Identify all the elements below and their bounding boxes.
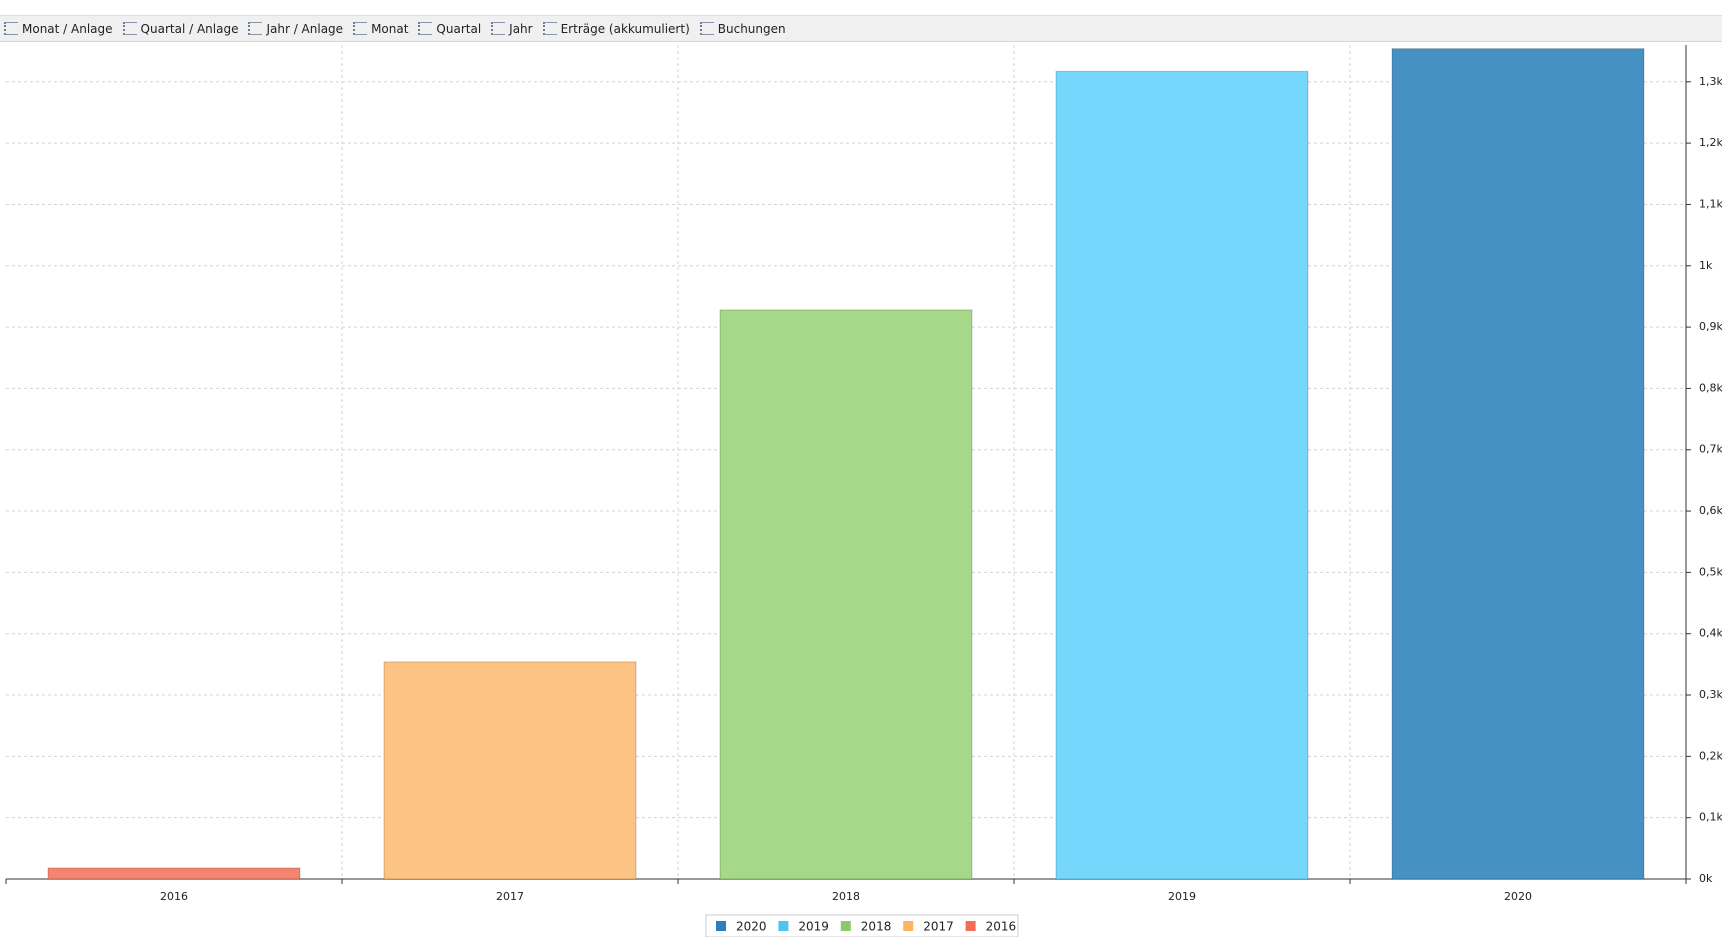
- x-tick-label: 2018: [832, 890, 860, 903]
- y-tick-label: 1,1k: [1699, 197, 1722, 210]
- y-tick-label: 0,4k: [1699, 627, 1722, 640]
- y-tick-label: 0,5k: [1699, 565, 1722, 578]
- legend-swatch: [778, 921, 789, 931]
- bar: [47, 867, 301, 880]
- y-tick-label: 1,2k: [1699, 136, 1722, 149]
- toolbar-button[interactable]: Monat / Anlage: [0, 22, 119, 36]
- y-tick-label: 0,3k: [1699, 688, 1722, 701]
- button-label: Buchungen: [717, 21, 786, 36]
- y-tick-label: 0,7k: [1699, 443, 1722, 456]
- button-label: Quartal: [436, 21, 482, 36]
- x-tick-label: 2019: [1168, 890, 1196, 903]
- legend-box: [705, 914, 1019, 937]
- x-tick-label: 2017: [496, 890, 524, 903]
- button-label: Monat: [371, 21, 409, 36]
- icon: [248, 22, 263, 35]
- bar: [383, 661, 637, 880]
- toolbar-button[interactable]: Jahr: [487, 22, 538, 36]
- icon: [122, 22, 137, 35]
- y-tick-label: 1k: [1699, 259, 1713, 272]
- toolbar-button[interactable]: Erträge (akkumuliert): [539, 22, 696, 36]
- toolbar-button[interactable]: Buchungen: [696, 22, 792, 36]
- y-tick-label: 0k: [1699, 872, 1713, 885]
- y-tick-label: 0,8k: [1699, 381, 1722, 394]
- toolbar: Monat / Anlage Quartal / Anlage Jahr / Anl…: [0, 16, 1722, 42]
- button-label: Monat / Anlage: [22, 21, 113, 36]
- toolbar-button[interactable]: Quartal: [414, 22, 487, 36]
- button-label: Quartal / Anlage: [140, 21, 239, 36]
- legend-swatch: [903, 921, 914, 931]
- icon: [542, 22, 557, 35]
- legend-label: 2017: [923, 920, 954, 934]
- x-tick-label: 2020: [1504, 890, 1532, 903]
- legend-label: 2016: [986, 920, 1017, 934]
- bar: [719, 309, 973, 880]
- button-label: Jahr / Anlage: [266, 21, 344, 36]
- legend-swatch: [965, 921, 976, 931]
- button-label: Jahr: [509, 21, 533, 36]
- toolbar-button[interactable]: Jahr / Anlage: [244, 22, 349, 36]
- y-tick-label: 0,9k: [1699, 320, 1722, 333]
- icon: [491, 22, 506, 35]
- icon: [418, 22, 433, 35]
- legend-label: 2020: [736, 920, 767, 934]
- x-tick-label: 2016: [160, 890, 188, 903]
- button-label: Erträge (akkumuliert): [560, 21, 690, 36]
- icon: [353, 22, 368, 35]
- y-tick-label: 0,6k: [1699, 504, 1722, 517]
- top-strip: [0, 0, 1722, 16]
- legend-swatch: [716, 921, 726, 931]
- chart: 0k 0,1k 0,2k 0,3k 0,4k 0,5k 0,6k 0,7k 0,8k 0,9k 1k…: [5, 45, 1722, 937]
- y-tick-label: 0,1k: [1699, 811, 1722, 824]
- icon: [699, 22, 714, 35]
- icon: [4, 22, 18, 35]
- bar: [1391, 48, 1645, 880]
- legend-label: 2019: [798, 920, 829, 934]
- y-tick-label: 0,2k: [1699, 749, 1722, 762]
- legend-swatch: [840, 921, 851, 931]
- bar: [1055, 70, 1309, 880]
- toolbar-button[interactable]: Quartal / Anlage: [119, 22, 245, 36]
- toolbar-button[interactable]: Monat: [349, 22, 414, 36]
- legend-label: 2018: [861, 920, 892, 934]
- y-tick-label: 1,3k: [1699, 75, 1722, 88]
